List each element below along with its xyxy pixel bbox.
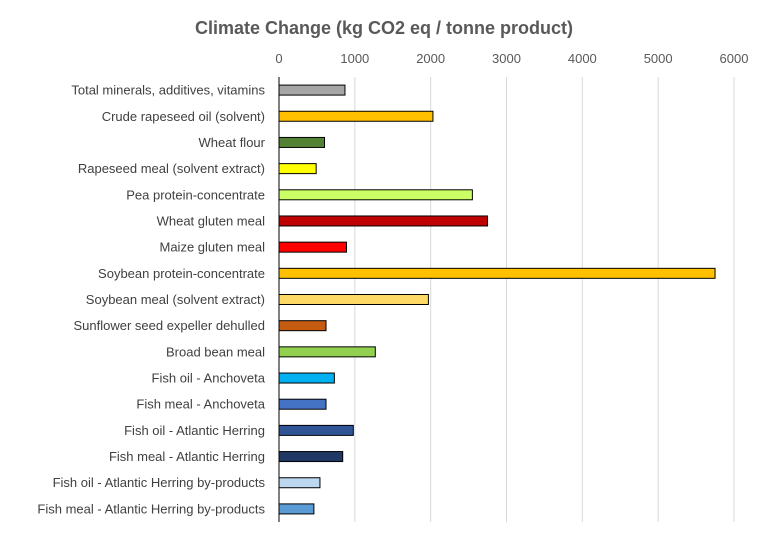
category-label: Fish meal - Atlantic Herring by-products [37, 501, 265, 516]
bar [278, 320, 327, 332]
bar [278, 424, 354, 436]
x-tick-label: 1000 [340, 51, 369, 66]
x-tick-label: 5000 [644, 51, 673, 66]
bar [278, 136, 325, 148]
category-label: Wheat flour [199, 135, 266, 150]
category-label: Wheat gluten meal [157, 213, 266, 228]
bar [278, 398, 327, 410]
category-label: Rapeseed meal (solvent extract) [78, 161, 265, 176]
bar [278, 451, 344, 463]
x-tick-label: 4000 [568, 51, 597, 66]
bar [278, 346, 376, 358]
x-tick-label: 3000 [492, 51, 521, 66]
category-label: Fish oil - Atlantic Herring [124, 423, 265, 438]
category-label: Fish meal - Anchoveta [136, 397, 265, 412]
bar [278, 372, 335, 384]
bars [278, 84, 716, 515]
bar [278, 215, 489, 227]
category-labels: Total minerals, additives, vitamins Crude… [37, 83, 265, 517]
category-label: Fish oil - Anchoveta [152, 371, 266, 386]
bar [278, 84, 346, 96]
bar [278, 163, 317, 175]
x-tick-label: 2000 [416, 51, 445, 66]
bar [278, 267, 716, 279]
bar [278, 189, 473, 201]
category-label: Crude rapeseed oil (solvent) [102, 109, 265, 124]
category-label: Sunflower seed expeller dehulled [73, 318, 265, 333]
x-tick-label: 0 [275, 51, 282, 66]
bar [278, 477, 321, 489]
bar [278, 503, 315, 515]
x-tick-label: 6000 [720, 51, 749, 66]
bar [278, 241, 347, 253]
category-label: Soybean meal (solvent extract) [86, 292, 265, 307]
category-label: Maize gluten meal [160, 240, 266, 255]
x-axis-ticks: 0 1000 2000 3000 4000 5000 6000 [275, 51, 748, 66]
category-label: Broad bean meal [166, 344, 265, 359]
chart-title: Climate Change (kg CO2 eq / tonne produc… [195, 18, 573, 38]
category-label: Soybean protein-concentrate [98, 266, 265, 281]
bar [278, 294, 429, 305]
gridlines [354, 77, 735, 522]
category-label: Pea protein-concentrate [126, 187, 265, 202]
category-label: Fish oil - Atlantic Herring by-products [53, 475, 266, 490]
bar [278, 110, 434, 122]
category-label: Total minerals, additives, vitamins [71, 83, 265, 98]
category-label: Fish meal - Atlantic Herring [109, 449, 265, 464]
